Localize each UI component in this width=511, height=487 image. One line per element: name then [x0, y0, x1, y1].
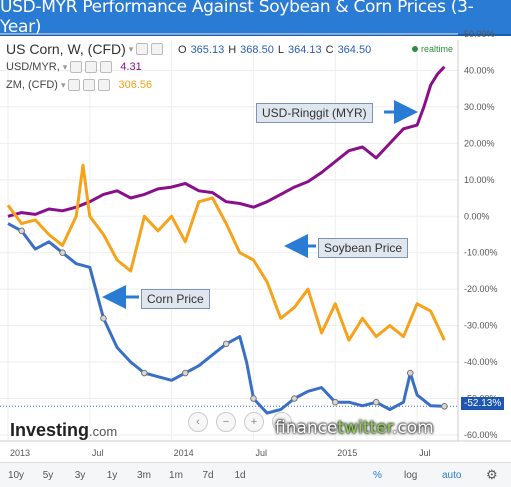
corn-data-point: [441, 403, 448, 410]
logo-name: Investing: [10, 420, 90, 440]
chevron-down-icon[interactable]: ▾: [128, 43, 134, 54]
x-axis: 2013 Jul 2014 Jul 2015 Jul: [0, 440, 511, 458]
x-tick-label: 2014: [174, 448, 194, 458]
investing-logo: Investing.com: [10, 420, 117, 441]
series-line-usd-myr: [7, 65, 446, 218]
status-dot-icon: [412, 46, 418, 52]
realtime-indicator: realtime: [412, 44, 453, 54]
zoom-in-button[interactable]: +: [244, 412, 264, 432]
range-3m[interactable]: 3m: [137, 469, 151, 481]
scroll-right-button[interactable]: ›: [272, 412, 292, 432]
range-toolbar: 10y 5y 3y 1y 3m 1m 7d 1d % log auto ⚙: [0, 462, 511, 487]
series-line-corn: [7, 222, 445, 415]
legend: US Corn, W, (CFD) ▾ USD/MYR, ▾ 4.31 ZM, …: [6, 40, 164, 94]
y-tick-label: 50.00%: [464, 29, 495, 39]
watermark: financetwitter.com: [275, 418, 434, 438]
eye-icon[interactable]: [70, 61, 83, 73]
corn-data-point: [100, 315, 107, 322]
range-1d[interactable]: 1d: [234, 469, 246, 481]
last-value-label: -52.13%: [461, 397, 505, 410]
close-icon[interactable]: [98, 79, 111, 91]
legend-item-zm[interactable]: ZM, (CFD) ▾ 306.56: [6, 76, 163, 94]
corn-data-point: [181, 369, 189, 377]
realtime-label: realtime: [421, 44, 454, 54]
y-tick-label: 30.00%: [464, 102, 495, 112]
scroll-left-button[interactable]: ‹: [188, 412, 208, 432]
y-axis: 50.00% 40.00% 30.00% 20.00% 10.00% 0.00% -10.0…: [457, 29, 498, 441]
y-tick-label: 0.00%: [464, 211, 490, 221]
legend-main-row[interactable]: US Corn, W, (CFD) ▾: [6, 40, 164, 58]
watermark-a: finance: [275, 418, 338, 438]
y-tick-label: -10.00%: [464, 248, 498, 258]
zoom-out-button[interactable]: −: [216, 412, 236, 432]
x-tick-label: Jul: [419, 448, 431, 458]
gear-icon[interactable]: [83, 79, 96, 91]
series-line-soybean: [6, 163, 446, 342]
settings-icon[interactable]: [136, 43, 149, 55]
gear-icon[interactable]: ⚙: [486, 467, 498, 482]
y-tick-label: -60.00%: [464, 430, 498, 440]
range-10y[interactable]: 10y: [7, 469, 25, 481]
range-5y[interactable]: 5y: [42, 469, 54, 481]
corn-data-point: [406, 369, 414, 377]
ohlc-high: 368.50: [240, 44, 274, 56]
legend-zm-name: ZM, (CFD): [6, 79, 58, 91]
corn-data-point: [372, 398, 380, 406]
y-tick-label: 40.00%: [464, 65, 495, 75]
x-tick-label: 2013: [10, 448, 30, 458]
range-1m[interactable]: 1m: [169, 469, 183, 481]
annotation-corn: Corn Price: [141, 289, 210, 309]
x-tick-label: Jul: [92, 448, 104, 458]
corn-data-point: [141, 369, 148, 377]
x-tick-label: 2015: [337, 448, 357, 458]
legend-myr-value: 4.31: [120, 61, 142, 73]
range-3y[interactable]: 3y: [74, 469, 86, 481]
legend-item-myr[interactable]: USD/MYR, ▾ 4.31: [6, 58, 163, 76]
ohlc-open: 365.13: [190, 44, 225, 56]
ohlc-c-label: C: [325, 44, 334, 56]
ohlc-h-label: H: [228, 44, 237, 56]
range-1y[interactable]: 1y: [106, 469, 118, 481]
corn-data-point: [222, 340, 230, 348]
y-tick-label: -20.00%: [464, 284, 498, 294]
corn-data-point: [291, 395, 298, 402]
corn-data-point: [331, 398, 339, 406]
series-lines: [0, 65, 458, 415]
ohlc-o-label: O: [178, 44, 187, 56]
chevron-down-icon[interactable]: ▾: [60, 79, 66, 90]
ohlc-readout: O 365.13 H 368.50 L 364.13 C 364.50: [178, 44, 371, 56]
gear-icon[interactable]: [85, 61, 98, 73]
corn-data-point: [18, 227, 25, 235]
corn-data-point: [250, 395, 257, 402]
legend-myr-name: USD/MYR,: [6, 61, 60, 73]
annotation-soybean: Soybean Price: [318, 238, 409, 258]
watermark-c: .com: [392, 418, 434, 438]
logo-suffix: .com: [89, 424, 118, 439]
ohlc-l-label: L: [277, 44, 284, 56]
eye-icon[interactable]: [68, 79, 81, 91]
auto-toggle[interactable]: auto: [442, 469, 462, 481]
gear-icon[interactable]: [151, 43, 164, 55]
y-tick-label: -30.00%: [464, 321, 498, 331]
y-tick-label: -40.00%: [464, 357, 498, 367]
close-icon[interactable]: [100, 61, 113, 73]
log-toggle[interactable]: log: [404, 469, 418, 481]
legend-zm-value: 306.56: [118, 79, 153, 91]
ohlc-low: 364.13: [287, 44, 322, 56]
ohlc-close: 364.50: [337, 44, 372, 56]
chart-title: USD-MYR Performance Against Soybean & Co…: [0, 0, 474, 37]
x-tick-label: Jul: [255, 448, 267, 458]
y-tick-label: 20.00%: [464, 138, 495, 148]
percent-toggle[interactable]: %: [373, 469, 382, 481]
chevron-down-icon[interactable]: ▾: [62, 61, 68, 72]
main-instrument-name: US Corn, W, (CFD): [6, 41, 126, 57]
annotation-myr: USD-Ringgit (MYR): [256, 103, 373, 123]
y-tick-label: 10.00%: [464, 175, 495, 185]
corn-data-point: [59, 249, 66, 257]
range-7d[interactable]: 7d: [202, 469, 214, 481]
watermark-b: twitter: [337, 418, 392, 438]
chart-title-bar: USD-MYR Performance Against Soybean & Co…: [0, 0, 511, 37]
